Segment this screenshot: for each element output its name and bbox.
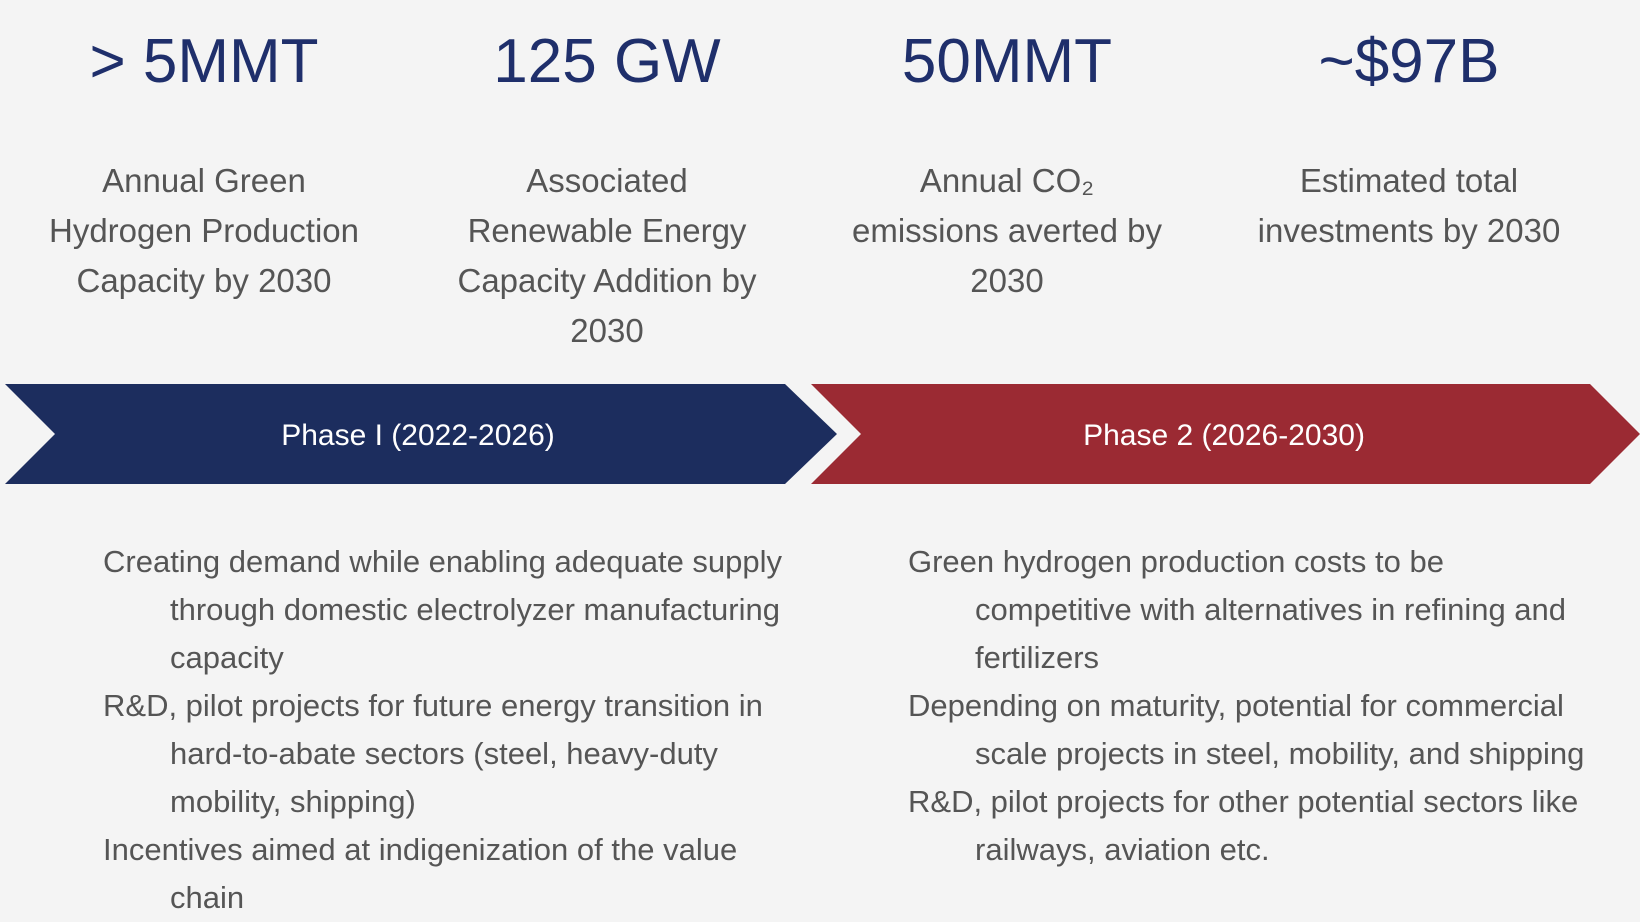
phase-arrow: [811, 384, 1640, 484]
phase-item: R&D, pilot projects for other potential …: [908, 784, 1579, 867]
phase-item: Incentives aimed at indigenization of th…: [103, 832, 738, 915]
phase-label: Phase I (2022-2026): [281, 419, 555, 452]
phase-item: Green hydrogen production costs to be co…: [908, 544, 1567, 675]
phase-arrow: [5, 384, 837, 484]
stat-value: > 5MMT: [89, 27, 319, 96]
stat-label: Estimated total investments by 2030: [1257, 162, 1561, 249]
stat: 125 GW Associated Renewable Energy Capac…: [427, 22, 787, 356]
stat: > 5MMT Annual Green Hydrogen Production …: [24, 22, 384, 306]
stat-label: Annual CO₂ emissions averted by 2030: [852, 162, 1162, 299]
stat-label: Annual Green Hydrogen Production Capacit…: [48, 162, 360, 299]
phase-label: Phase 2 (2026-2030): [1083, 419, 1365, 452]
phase-items: Creating demand while enabling adequate …: [103, 538, 803, 922]
phase-item: Depending on maturity, potential for com…: [908, 688, 1585, 771]
phase-item: Creating demand while enabling adequate …: [103, 544, 783, 675]
stat-label: Associated Renewable Energy Capacity Add…: [457, 162, 757, 349]
stat-value: 125 GW: [493, 27, 721, 96]
stat-value: ~$97B: [1318, 27, 1500, 96]
phase-items: Green hydrogen production costs to be co…: [908, 538, 1608, 874]
stat: ~$97B Estimated total investments by 203…: [1229, 22, 1589, 256]
stat-value: 50MMT: [901, 27, 1113, 96]
stat: 50MMT Annual CO₂ emissions averted by 20…: [827, 22, 1187, 306]
phase-item: R&D, pilot projects for future energy tr…: [103, 688, 763, 819]
